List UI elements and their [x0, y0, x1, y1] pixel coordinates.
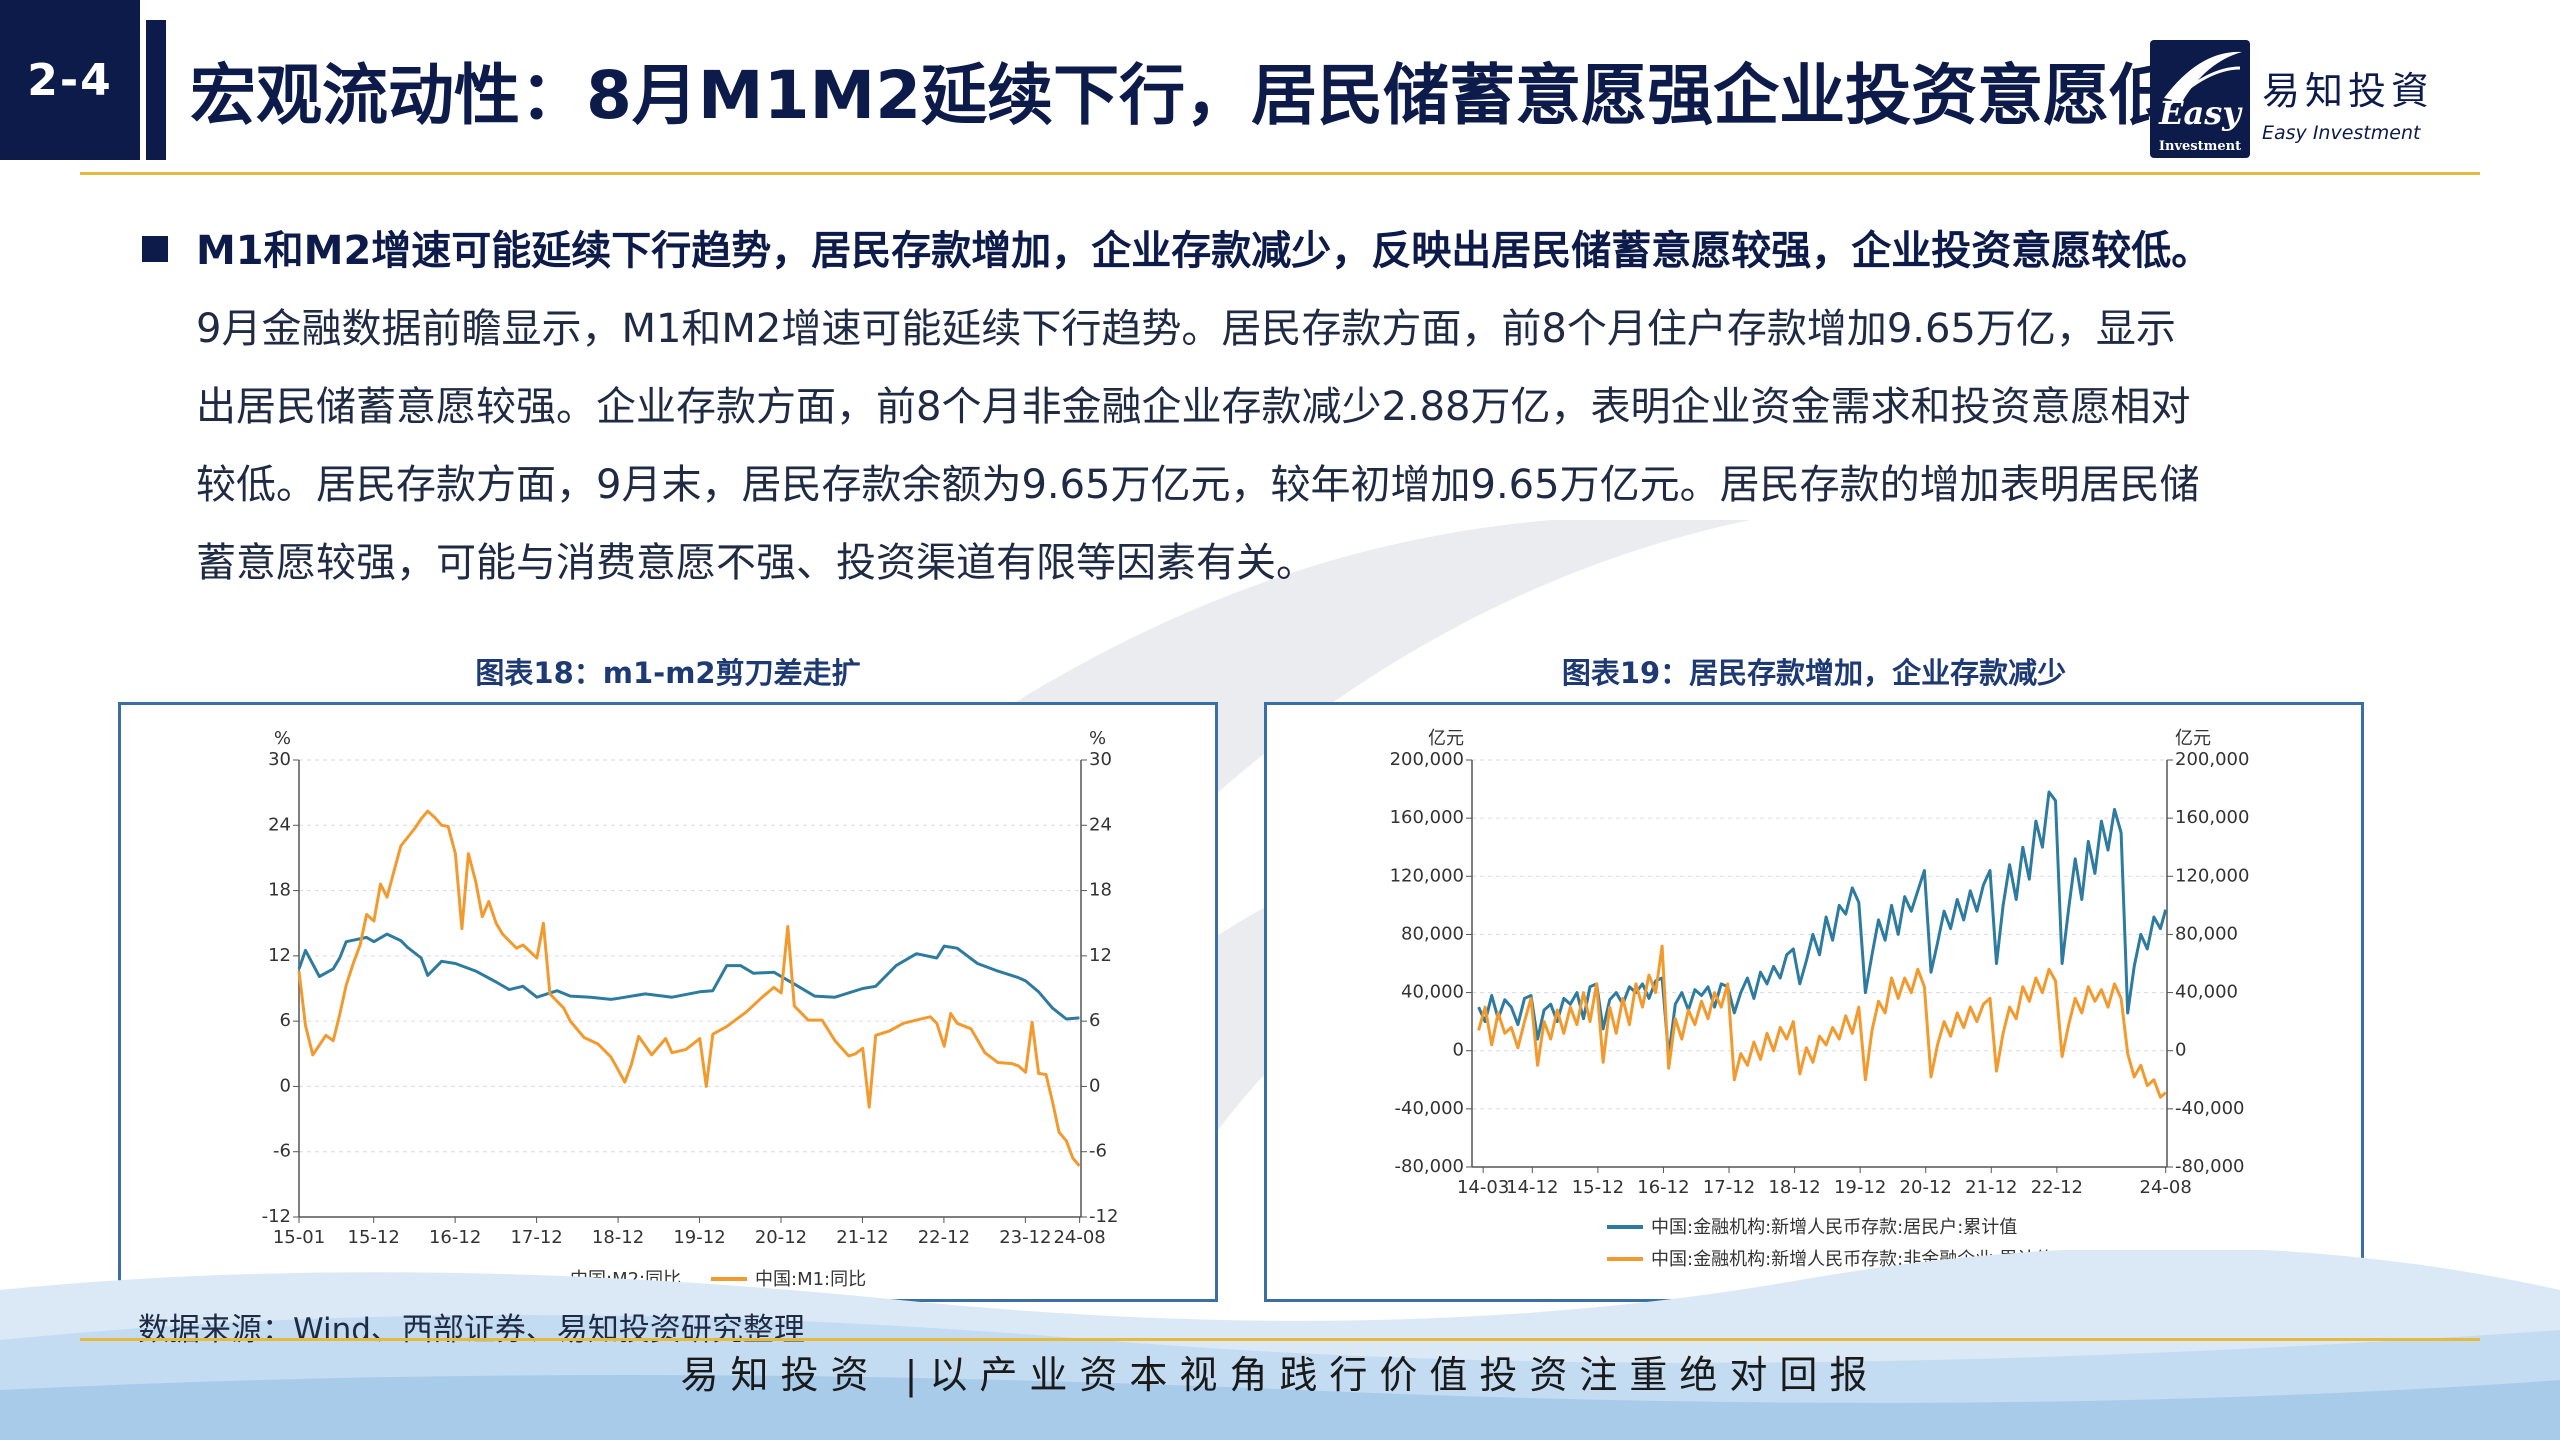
y-tick-label-right: 40,000 — [2175, 982, 2238, 1003]
series-line-1 — [1477, 944, 2167, 1099]
bullet-marker — [142, 236, 168, 262]
series-line-0 — [297, 932, 1080, 1021]
x-tick-label: 15-12 — [348, 1227, 400, 1248]
y-tick-label-right: -6 — [1089, 1141, 1107, 1162]
y-tick-label-right: 6 — [1089, 1010, 1100, 1031]
y-axis-unit-left: % — [274, 728, 291, 749]
logo-mark: Easy Investment — [2150, 40, 2250, 158]
series-line-0 — [1477, 790, 2168, 1058]
body-line: 9月金融数据前瞻显示，M1和M2增速可能延续下行趋势。居民存款方面，前8个月住户… — [196, 306, 2176, 352]
x-tick-label: 24-08 — [2140, 1177, 2192, 1198]
y-tick-label-right: 24 — [1089, 814, 1112, 835]
x-tick-label: 17-12 — [510, 1227, 562, 1248]
body-line: 出居民储蓄意愿较强。企业存款方面，前8个月非金融企业存款减少2.88万亿，表明企… — [196, 384, 2191, 430]
y-axis-unit-left: 亿元 — [1428, 728, 1464, 749]
y-tick-label-left: 30 — [268, 749, 291, 770]
chart-m1-m2: -12 -12 -6 -6 0 0 6 6 12 12 18 18 24 24 30 30%% 15-01 15-… — [118, 702, 1218, 1302]
y-tick-label-right: -40,000 — [2175, 1098, 2244, 1119]
chart-deposits: -80,000 -80,000 -40,000 -40,000 0 0 40,000 40,0… — [1264, 702, 2364, 1302]
x-tick-label: 19-12 — [1834, 1177, 1886, 1198]
x-tick-label: 18-12 — [1768, 1177, 1820, 1198]
x-tick-label: 20-12 — [755, 1227, 807, 1248]
y-tick-label-left: 200,000 — [1390, 749, 1464, 770]
y-tick-label-left: -6 — [273, 1141, 291, 1162]
x-tick-label: 14-03 — [1457, 1177, 1509, 1198]
x-tick-label: 21-12 — [836, 1227, 888, 1248]
x-tick-label: 24-08 — [1053, 1227, 1105, 1248]
chart-m1-m2-plot: -12 -12 -6 -6 0 0 6 6 12 12 18 18 24 24 30 30% % 15-01 15-… — [262, 728, 1119, 1290]
y-tick-label-right: 0 — [1089, 1075, 1100, 1096]
source-note: 数据来源：Wind、西部证券、易知投资研究整理 — [138, 1312, 805, 1348]
legend-label-0: 中国:金融机构:新增人民币存款:居民户:累计值 — [1651, 1217, 2017, 1238]
title-rule — [80, 172, 2480, 175]
y-tick-label-left: 120,000 — [1390, 865, 1464, 886]
x-tick-label: 20-12 — [1900, 1177, 1952, 1198]
logo-english-name: Easy Investment — [2262, 122, 2421, 144]
footer-rule — [80, 1338, 2480, 1341]
y-tick-label-right: 160,000 — [2175, 807, 2249, 828]
y-tick-label-left: -12 — [262, 1206, 291, 1227]
y-tick-label-right: 0 — [2175, 1040, 2186, 1061]
y-tick-label-left: 12 — [268, 945, 291, 966]
body-line: 蓄意愿较强，可能与消费意愿不强、投资渠道有限等因素有关。 — [196, 540, 1316, 586]
x-tick-label: 18-12 — [592, 1227, 644, 1248]
y-tick-label-left: -40,000 — [1395, 1098, 1464, 1119]
y-tick-label-left: 24 — [268, 814, 291, 835]
body-line: 较低。居民存款方面，9月末，居民存款余额为9.65万亿元，较年初增加9.65万亿… — [196, 462, 2200, 508]
x-tick-label: 15-12 — [1572, 1177, 1624, 1198]
y-tick-label-left: 80,000 — [1401, 923, 1464, 944]
y-axis-unit-right: % — [1089, 728, 1106, 749]
y-axis-unit-right: 亿元 — [2175, 728, 2211, 749]
section-number: 2-4 — [0, 0, 140, 160]
logo-swoosh-icon — [2164, 51, 2242, 106]
x-tick-label: 22-12 — [2031, 1177, 2083, 1198]
y-tick-label-right: -80,000 — [2175, 1156, 2244, 1177]
section-divider-bar — [146, 20, 166, 160]
x-tick-label: 16-12 — [429, 1227, 481, 1248]
x-tick-label: 15-01 — [273, 1227, 325, 1248]
footer-slogan: 易知投资 |以产业资本视角践行价值投资注重绝对回报 — [680, 1353, 1880, 1397]
y-tick-label-right: 12 — [1089, 945, 1112, 966]
x-tick-label: 21-12 — [1965, 1177, 2017, 1198]
chart-title-m1-m2: 图表18：m1-m2剪刀差走扩 — [475, 656, 861, 690]
y-tick-label-right: 120,000 — [2175, 865, 2249, 886]
y-tick-label-right: 80,000 — [2175, 923, 2238, 944]
series-line-1 — [297, 809, 1081, 1167]
y-tick-label-left: 0 — [280, 1075, 291, 1096]
x-tick-label: 14-12 — [1506, 1177, 1558, 1198]
y-tick-label-right: 30 — [1089, 749, 1112, 770]
y-tick-label-left: -80,000 — [1395, 1156, 1464, 1177]
y-tick-label-left: 160,000 — [1390, 807, 1464, 828]
x-tick-label: 16-12 — [1637, 1177, 1689, 1198]
y-tick-label-left: 0 — [1453, 1040, 1464, 1061]
logo-chinese-name: 易知投資 — [2262, 69, 2435, 113]
logo: Easy Investment 易知投資 Easy Investment — [2150, 40, 2490, 160]
logo-mark-sub: Investment — [2158, 139, 2242, 154]
logo-mark-text: Easy — [2159, 94, 2241, 132]
x-tick-label: 17-12 — [1703, 1177, 1755, 1198]
slide-title: 宏观流动性：8月M1M2延续下行，居民储蓄意愿强企业投资意愿低 — [190, 57, 2176, 134]
y-tick-label-right: 18 — [1089, 880, 1112, 901]
y-tick-label-left: 40,000 — [1401, 982, 1464, 1003]
y-tick-label-left: 6 — [280, 1010, 291, 1031]
y-tick-label-right: -12 — [1089, 1206, 1118, 1227]
bullet-heading: M1和M2增速可能延续下行趋势，居民存款增加，企业存款减少，反映出居民储蓄意愿较… — [196, 228, 2212, 274]
chart-title-deposits: 图表19：居民存款增加，企业存款减少 — [1561, 656, 2067, 690]
legend-label-1: 中国:M1:同比 — [755, 1269, 866, 1290]
y-tick-label-left: 18 — [268, 880, 291, 901]
y-tick-label-right: 200,000 — [2175, 749, 2249, 770]
x-tick-label: 22-12 — [918, 1227, 970, 1248]
x-tick-label: 23-12 — [999, 1227, 1051, 1248]
x-tick-label: 19-12 — [673, 1227, 725, 1248]
footer-wave-decoration — [0, 1250, 2560, 1440]
chart-deposits-plot: -80,000 -80,000 -40,000 -40,000 0 0 40,000 40,0… — [1390, 728, 2250, 1270]
